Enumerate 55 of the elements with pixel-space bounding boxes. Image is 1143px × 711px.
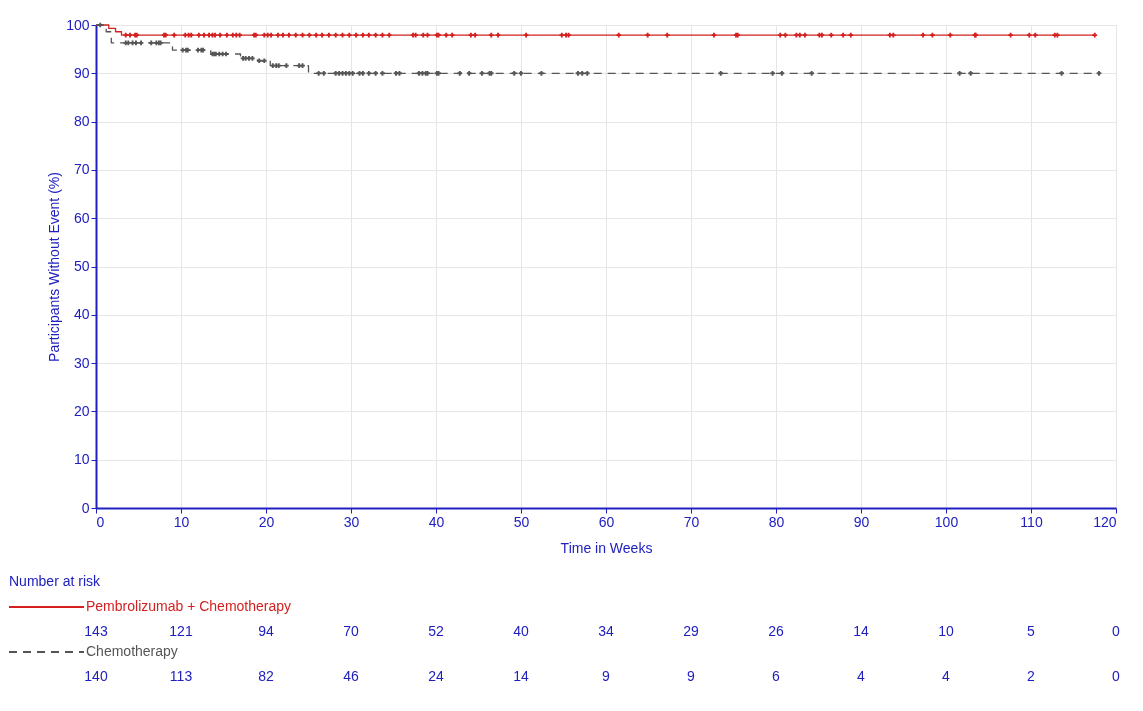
- text: 29: [683, 623, 699, 639]
- text: 14: [513, 668, 529, 684]
- x-tick-label: 110: [1020, 513, 1043, 530]
- text: 34: [598, 623, 614, 639]
- text: 113: [169, 668, 193, 684]
- y-tick-label: 100: [66, 16, 90, 33]
- text: 143: [84, 623, 108, 639]
- y-axis-title: Participants Without Event (%): [46, 172, 63, 362]
- text: 121: [169, 623, 193, 639]
- text: 6: [772, 668, 781, 684]
- x-tick-label: 60: [598, 513, 615, 530]
- text: Pembrolizumab + Chemotherapy: [86, 598, 292, 614]
- x-tick-label: 10: [173, 513, 190, 530]
- y-tick-label: 70: [73, 161, 90, 178]
- x-tick-label: 90: [853, 513, 870, 530]
- x-tick-label: 40: [428, 513, 445, 530]
- x-axis-title: Time in Weeks: [560, 539, 653, 556]
- y-tick-label: 90: [73, 64, 90, 81]
- text: Chemotherapy: [86, 643, 178, 659]
- text: 24: [428, 668, 444, 684]
- text: 26: [768, 623, 784, 639]
- text: 0: [1112, 668, 1121, 684]
- x-tick-label: 0: [96, 513, 105, 530]
- text: 140: [84, 668, 108, 684]
- text: 70: [343, 623, 359, 639]
- text: 10: [938, 623, 954, 639]
- x-tick-label: 20: [258, 513, 275, 530]
- text: 2: [1027, 668, 1036, 684]
- text: 94: [258, 623, 274, 639]
- text: 14: [853, 623, 869, 639]
- text: 9: [687, 668, 696, 684]
- text: 5: [1027, 623, 1036, 639]
- y-tick-label: 80: [73, 113, 90, 130]
- x-tick-label: 70: [683, 513, 700, 530]
- x-tick-label: 50: [513, 513, 530, 530]
- y-tick-label: 0: [81, 499, 90, 516]
- text: 0: [1112, 623, 1121, 639]
- text: 46: [343, 668, 359, 684]
- x-tick-label: 120: [1093, 513, 1117, 530]
- text: Number at risk: [9, 573, 102, 589]
- text: 4: [942, 668, 951, 684]
- text: 82: [258, 668, 274, 684]
- text: 9: [602, 668, 611, 684]
- y-tick-label: 30: [73, 354, 90, 371]
- x-tick-label: 80: [768, 513, 785, 530]
- y-tick-label: 10: [73, 451, 90, 468]
- text: 40: [513, 623, 529, 639]
- x-tick-label: 100: [934, 513, 959, 530]
- text: 52: [428, 623, 444, 639]
- y-tick-label: 20: [73, 402, 90, 419]
- y-tick-label: 60: [73, 209, 90, 226]
- x-tick-label: 30: [343, 513, 360, 530]
- text: 4: [857, 668, 866, 684]
- y-tick-label: 40: [73, 306, 90, 323]
- y-tick-label: 50: [73, 258, 90, 274]
